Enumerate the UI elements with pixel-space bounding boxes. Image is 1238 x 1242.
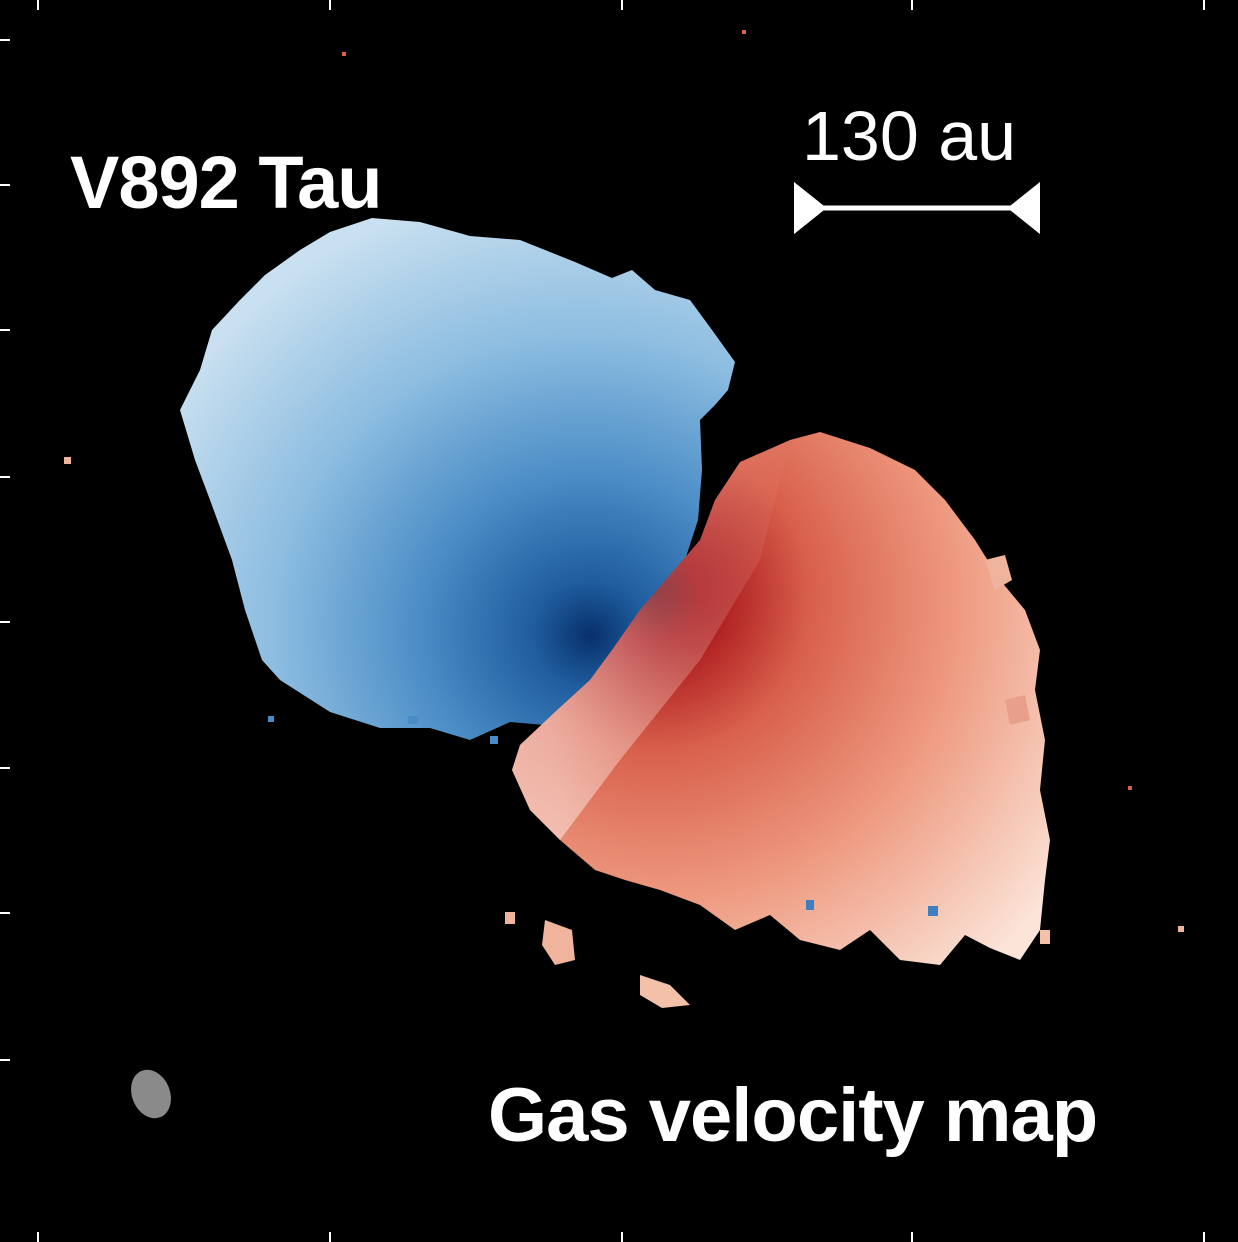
scale-bar-label: 130 au (802, 97, 1017, 175)
redshifted-lobe-fade (512, 440, 790, 840)
frame-ticks (0, 0, 1205, 1242)
noise-fragments (64, 30, 1184, 1008)
beam-ellipse (131, 1069, 171, 1119)
map-title-label: Gas velocity map (488, 1073, 1098, 1158)
scale-bar (794, 181, 1040, 235)
object-name-label: V892 Tau (70, 141, 382, 224)
blueshifted-lobe (180, 218, 735, 740)
redshifted-lobe (512, 432, 1050, 965)
